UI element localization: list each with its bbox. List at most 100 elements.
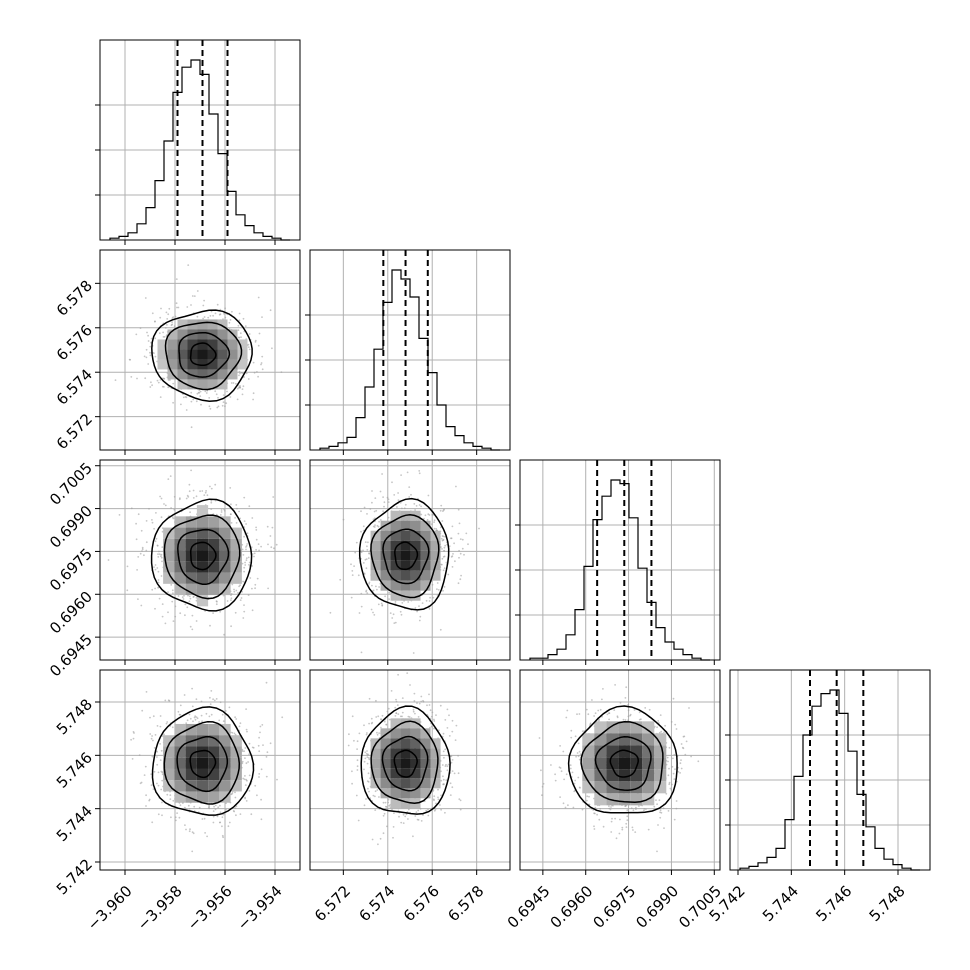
- sample-point: [179, 804, 182, 807]
- sample-point: [407, 808, 410, 811]
- sample-point: [374, 809, 377, 811]
- sample-point: [221, 825, 223, 828]
- sample-point: [261, 316, 263, 318]
- sample-point: [412, 835, 414, 838]
- sample-point: [140, 604, 143, 607]
- sample-point: [153, 770, 156, 773]
- sample-point: [195, 620, 198, 622]
- sample-point: [255, 548, 257, 551]
- sample-point: [378, 520, 380, 523]
- density-cell: [400, 758, 411, 769]
- sample-point: [397, 492, 399, 494]
- sample-point: [404, 815, 407, 818]
- sample-point: [234, 611, 237, 614]
- sample-point: [358, 612, 361, 614]
- sample-point: [192, 489, 195, 492]
- sample-point: [217, 396, 219, 399]
- sample-point: [238, 312, 241, 315]
- sample-point: [434, 808, 437, 811]
- sample-point: [232, 382, 235, 384]
- sample-point: [196, 717, 199, 720]
- sample-point: [145, 348, 148, 351]
- sample-point: [208, 405, 211, 408]
- sample-point: [223, 312, 225, 315]
- sample-point: [439, 704, 442, 707]
- x-tick-label: 6.578: [444, 882, 487, 925]
- density-cell: [157, 339, 168, 350]
- sample-point: [376, 731, 378, 734]
- sample-point: [184, 603, 187, 606]
- sample-point: [184, 396, 187, 398]
- sample-point: [401, 697, 404, 699]
- sample-point: [387, 798, 390, 801]
- sample-point: [440, 779, 443, 782]
- sample-point: [118, 514, 121, 516]
- sample-point: [198, 721, 201, 723]
- sample-point: [450, 761, 453, 764]
- sample-point: [412, 708, 415, 711]
- sample-point: [360, 550, 363, 552]
- sample-point: [459, 578, 462, 581]
- sample-point: [238, 374, 240, 377]
- sample-point: [447, 573, 450, 576]
- y-tick-label: 0.6975: [46, 545, 96, 595]
- sample-point: [372, 589, 375, 592]
- sample-point: [363, 804, 366, 807]
- sample-point: [176, 306, 178, 309]
- sample-point: [400, 821, 403, 824]
- sample-point: [431, 711, 434, 714]
- y-tick-label: 6.578: [53, 277, 96, 320]
- sample-point: [242, 617, 245, 619]
- density-cell: [380, 738, 391, 749]
- sample-point: [371, 490, 373, 492]
- sample-point: [132, 737, 135, 740]
- sample-point: [141, 546, 144, 549]
- sample-point: [185, 828, 187, 831]
- sample-point: [367, 557, 370, 560]
- density-cell: [430, 748, 441, 759]
- sample-point: [383, 720, 386, 723]
- sample-point: [159, 759, 162, 761]
- sample-point: [243, 566, 246, 569]
- sample-point: [394, 715, 397, 717]
- sample-point: [225, 402, 228, 405]
- sample-point: [451, 770, 454, 772]
- sample-point: [248, 790, 251, 792]
- sample-point: [224, 405, 226, 408]
- sample-point: [243, 610, 246, 613]
- sample-point: [222, 720, 225, 723]
- sample-point: [172, 517, 175, 520]
- sample-point: [457, 582, 460, 585]
- sample-point: [412, 710, 415, 713]
- sample-point: [135, 333, 138, 336]
- panel-1-1: [305, 249, 511, 455]
- sample-point: [394, 706, 397, 709]
- sample-point: [428, 600, 431, 602]
- density-cell: [197, 349, 208, 360]
- sample-point: [444, 544, 447, 547]
- sample-point: [145, 541, 148, 544]
- sample-point: [114, 379, 117, 381]
- density-cell: [187, 369, 198, 380]
- density-cell: [177, 349, 188, 360]
- sample-point: [197, 391, 200, 394]
- sample-point: [425, 809, 428, 812]
- sample-point: [247, 556, 250, 559]
- sample-point: [399, 715, 402, 718]
- sample-point: [186, 719, 189, 722]
- sample-point: [258, 750, 261, 753]
- density-cell: [167, 359, 178, 370]
- sample-point: [394, 601, 397, 603]
- sample-point: [249, 577, 252, 579]
- sample-point: [187, 496, 190, 498]
- y-tick-label: 5.742: [53, 855, 96, 898]
- sample-point: [204, 390, 207, 393]
- sample-point: [392, 613, 395, 616]
- sample-point: [360, 592, 363, 595]
- sample-point: [176, 812, 179, 814]
- sample-point: [215, 698, 218, 700]
- sample-point: [461, 547, 464, 550]
- sample-point: [416, 818, 419, 821]
- sample-point: [382, 510, 384, 513]
